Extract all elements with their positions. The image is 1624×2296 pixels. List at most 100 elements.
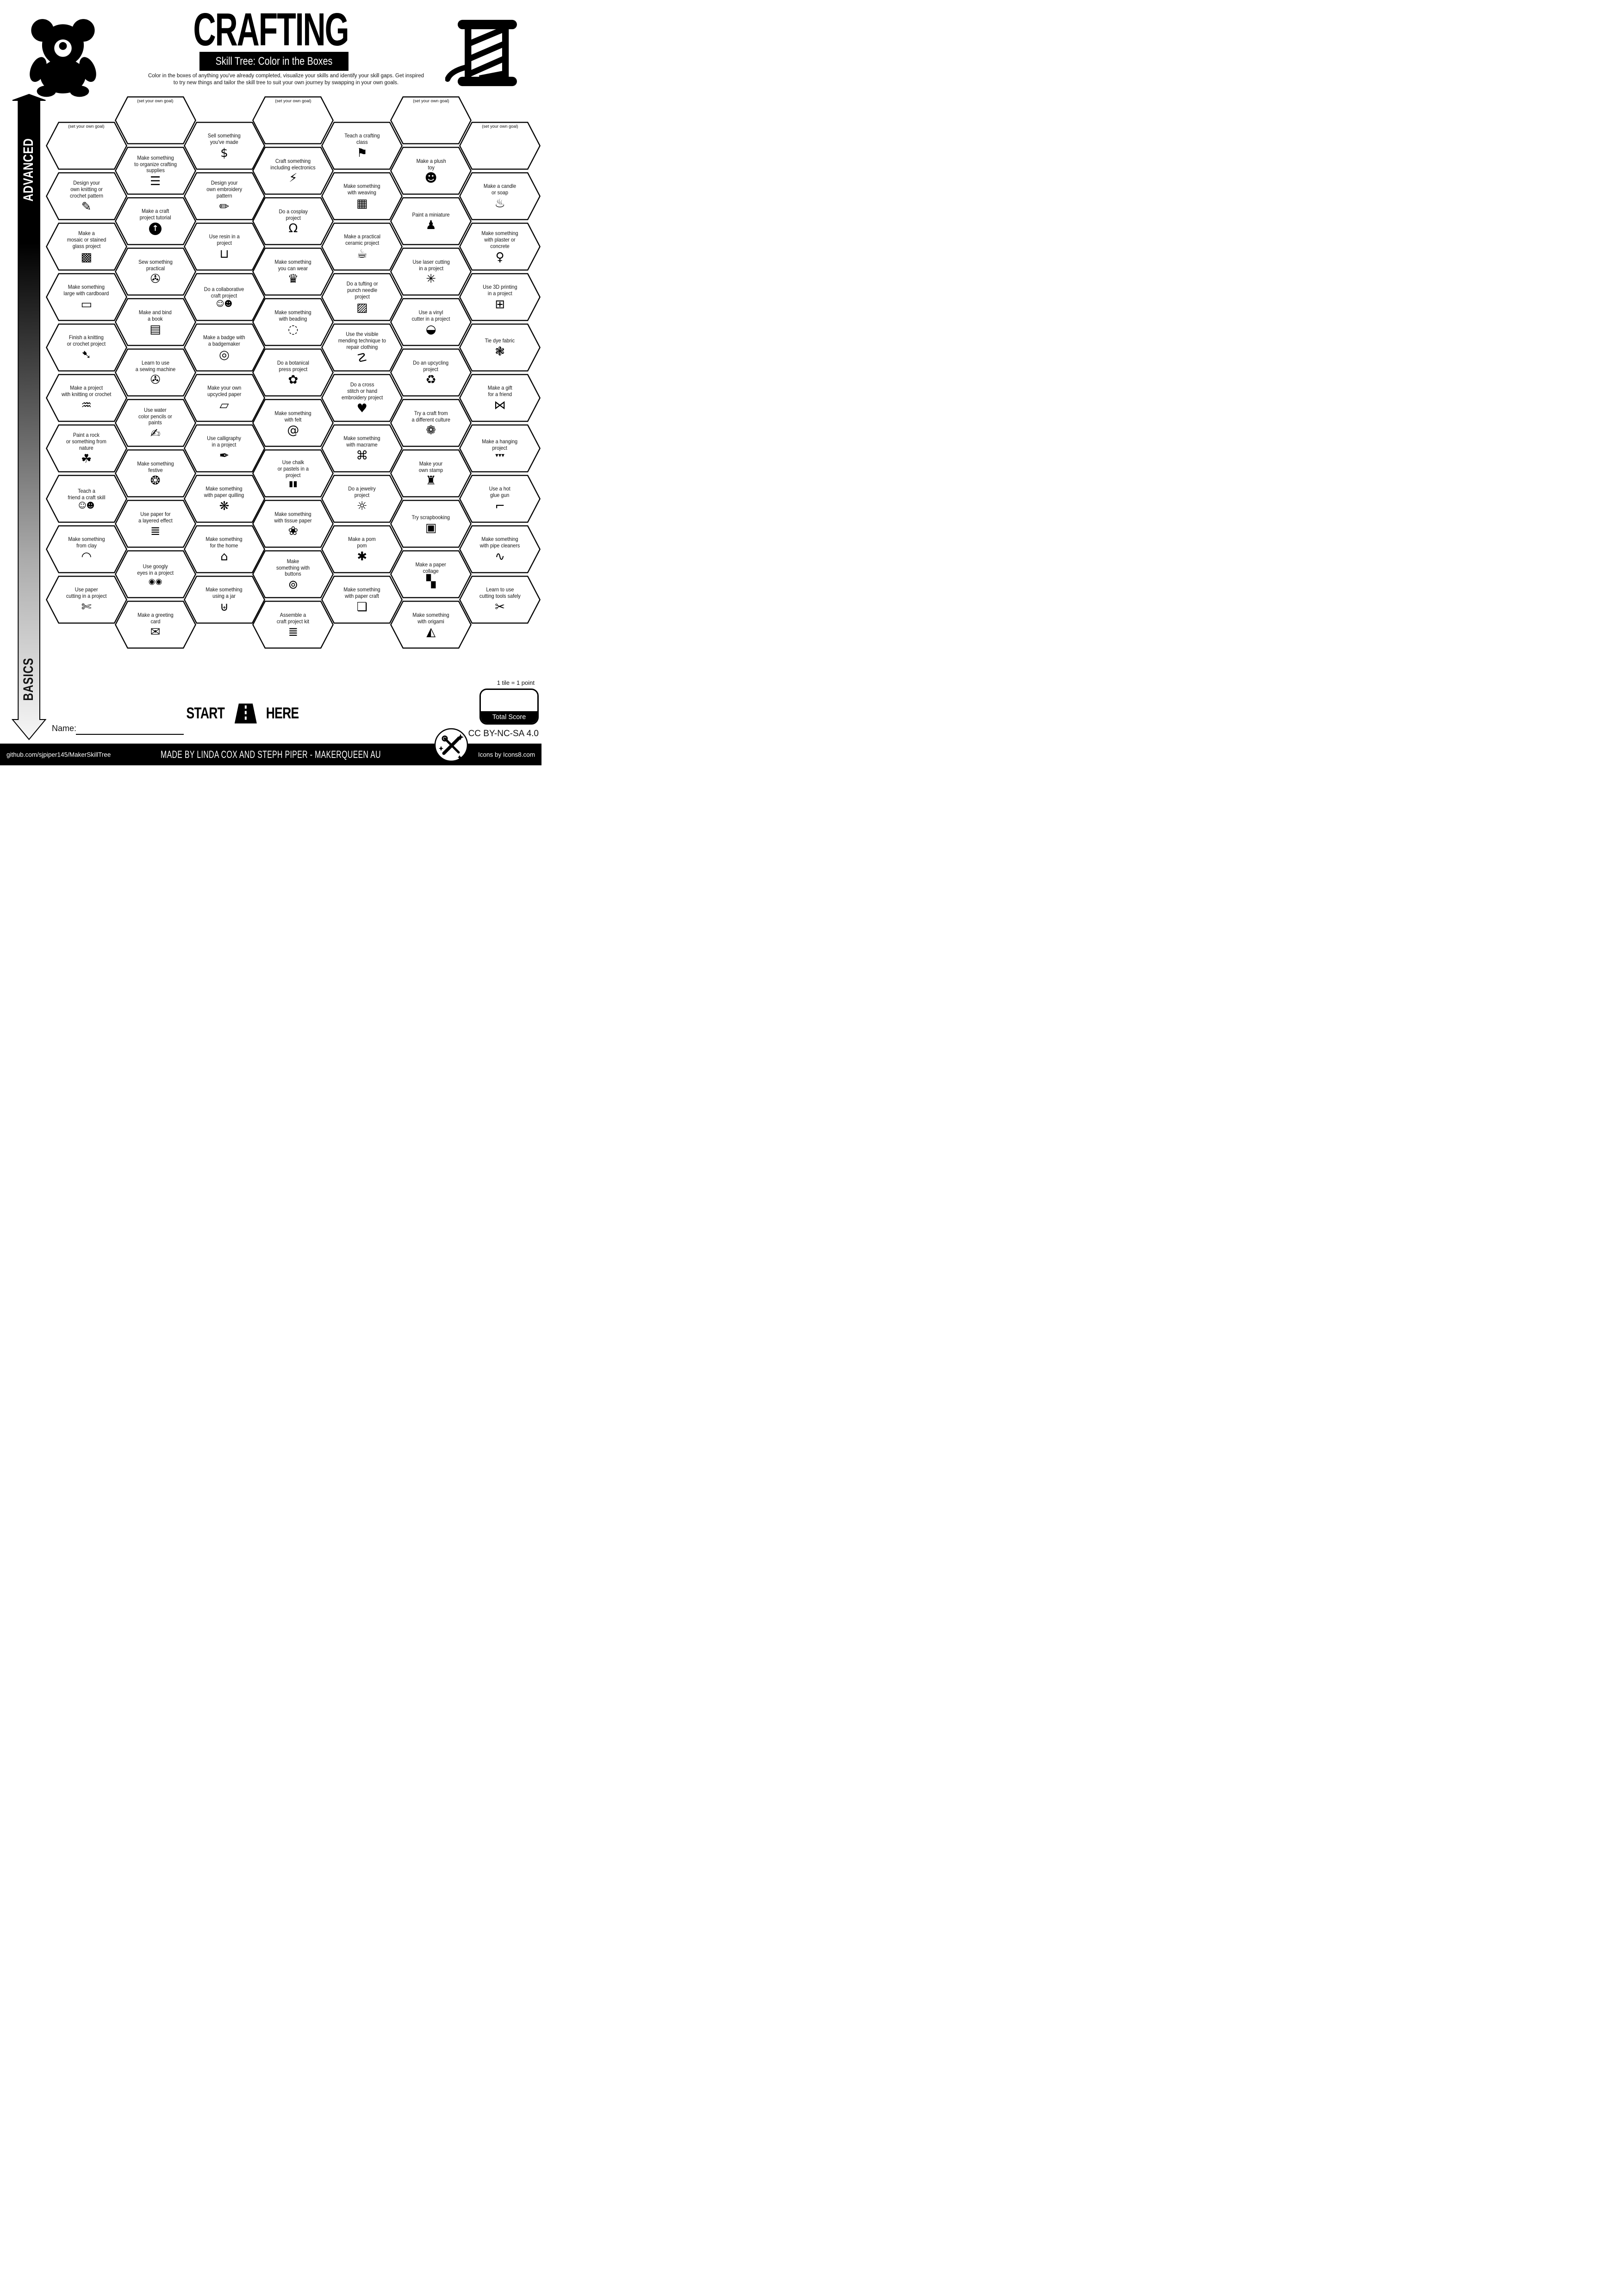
- hex-tile-set-your-own-goal[interactable]: (set your own goal): [45, 121, 127, 170]
- house-icon: ⌂: [220, 549, 228, 564]
- badge-icon: ◎: [219, 348, 230, 362]
- hex-label: Make a pom pom: [348, 536, 376, 549]
- hex-tile-make-something-with-felt[interactable]: Make something with felt @: [252, 399, 334, 447]
- hex-tile-make-something-with-beading[interactable]: Make something with beading ◌: [252, 298, 334, 346]
- hex-tile-make-something-with-paper-craft[interactable]: Make something with paper craft ❏: [321, 575, 403, 624]
- hex-label: Do a collaborative craft project: [204, 285, 244, 299]
- hex-label: Finish a knitting or crochet project: [67, 334, 106, 347]
- name-input[interactable]: [76, 734, 184, 735]
- hex-tile-try-scrapbooking[interactable]: Try scrapbooking ▣: [390, 500, 472, 548]
- hex-tile-make-a-gift-for-a-friend[interactable]: Make a gift for a friend ⋈: [459, 373, 541, 422]
- page-subtitle-banner: Skill Tree: Color in the Boxes: [199, 52, 348, 71]
- hex-tile-learn-to-use-cutting-tools-safely[interactable]: Learn to use cutting tools safely ✂: [459, 575, 541, 624]
- hex-tile-make-a-paper-collage[interactable]: Make a paper collage ▚: [390, 550, 472, 598]
- hex-tile-make-something-from-clay[interactable]: Make something from clay ◠: [45, 525, 127, 573]
- paper-craft-icon: ❏: [356, 600, 367, 614]
- hex-tile-use-chalk-or-pastels-in-a-project[interactable]: Use chalk or pastels in a project ▮▮: [252, 449, 334, 497]
- hex-tile-use-3d-printing-in-a-project[interactable]: Use 3D printing in a project ⊞: [459, 273, 541, 321]
- hex-tile-sew-something-practical[interactable]: Sew something practical ✇: [114, 248, 196, 296]
- hex-tile-use-resin-in-a-project[interactable]: Use resin in a project ⊔: [183, 222, 265, 271]
- calligraphy-pen-icon: ✒: [219, 448, 230, 463]
- craft-knife-icon: ✄: [81, 600, 92, 614]
- hex-tile-make-a-badge-with-a-badgemaker[interactable]: Make a badge with a badgemaker ◎: [183, 323, 265, 372]
- book-icon: ▤: [149, 323, 161, 337]
- hex-tile-make-something-with-pipe-cleaners[interactable]: Make something with pipe cleaners ∿: [459, 525, 541, 573]
- hex-tile-make-something-with-weaving[interactable]: Make something with weaving ▦: [321, 172, 403, 220]
- hex-tile-set-your-own-goal[interactable]: (set your own goal): [114, 96, 196, 144]
- hex-tile-make-and-bind-a-book[interactable]: Make and bind a book ▤: [114, 298, 196, 346]
- hex-tile-teach-a-friend-a-craft-skill[interactable]: Teach a friend a craft skill ☺☻: [45, 474, 127, 523]
- hex-tile-make-a-candle-or-soap[interactable]: Make a candle or soap ♨: [459, 172, 541, 220]
- hex-tile-make-something-you-can-wear[interactable]: Make something you can wear ♛: [252, 248, 334, 296]
- chalk-sticks-icon: ▮▮: [289, 479, 298, 489]
- hex-tile-tie-dye-fabric[interactable]: Tie dye fabric ❃: [459, 323, 541, 372]
- license-text: CC BY-NC-SA 4.0: [468, 729, 539, 738]
- hex-tile-make-something-with-buttons[interactable]: Make something with buttons ⊚: [252, 550, 334, 598]
- hex-tile-make-something-large-with-cardboard[interactable]: Make something large with cardboard ▭: [45, 273, 127, 321]
- hex-tile-do-a-botanical-press-project[interactable]: Do a botanical press project ✿: [252, 348, 334, 397]
- hex-tile-use-googly-eyes-in-a-project[interactable]: Use googly eyes in a project ◉◉: [114, 550, 196, 598]
- hex-label: (set your own goal): [68, 124, 105, 129]
- collaboration-icon: ☺☻: [216, 299, 233, 309]
- hex-tile-make-something-with-paper-quilling[interactable]: Make something with paper quilling ❋: [183, 474, 265, 523]
- hex-tile-assemble-a-craft-project-kit[interactable]: Assemble a craft project kit ≣: [252, 601, 334, 649]
- hex-tile-make-something-using-a-jar[interactable]: Make something using a jar ⊎: [183, 575, 265, 624]
- pom-pom-icon: ✱: [357, 549, 367, 564]
- hex-tile-do-a-jewelry-project[interactable]: Do a jewelry project ☼: [321, 474, 403, 523]
- hex-tile-make-a-practical-ceramic-project[interactable]: Make a practical ceramic project ☕: [321, 222, 403, 271]
- hex-tile-do-a-tufting-or-punch-needle-project[interactable]: Do a tufting or punch needle project ▨: [321, 273, 403, 321]
- hex-tile-design-your-own-embroidery-pattern[interactable]: Design your own embroidery pattern ✏: [183, 172, 265, 220]
- hex-tile-use-paper-cutting-in-a-project[interactable]: Use paper cutting in a project ✄: [45, 575, 127, 624]
- hex-tile-make-a-mosaic-or-stained-glass-project[interactable]: Make a mosaic or stained glass project ▩: [45, 222, 127, 271]
- hex-tile-make-your-own-upcycled-paper[interactable]: Make your own upcycled paper ▱: [183, 373, 265, 422]
- knitting-icon: ♒: [81, 398, 92, 412]
- hex-tile-do-a-collaborative-craft-project[interactable]: Do a collaborative craft project ☺☻: [183, 273, 265, 321]
- hex-tile-sell-something-you-ve-made[interactable]: Sell something you've made $: [183, 121, 265, 170]
- hex-tile-make-something-with-plaster-or-concrete[interactable]: Make something with plaster or concrete ♀: [459, 222, 541, 271]
- hex-tile-make-a-project-with-knitting-or-crochet[interactable]: Make a project with knitting or crochet ♒: [45, 373, 127, 422]
- hex-tile-use-calligraphy-in-a-project[interactable]: Use calligraphy in a project ✒: [183, 424, 265, 472]
- cardboard-icon: ▭: [81, 297, 92, 311]
- hex-tile-make-a-greeting-card[interactable]: Make a greeting card ✉: [114, 601, 196, 649]
- hex-tile-make-something-to-organize-crafting-supplies[interactable]: Make something to organize crafting suppli…: [114, 147, 196, 195]
- hex-tile-do-an-upcycling-project[interactable]: Do an upcycling project ♻: [390, 348, 472, 397]
- hex-tile-do-a-cosplay-project[interactable]: Do a cosplay project Ω: [252, 197, 334, 245]
- hex-tile-use-the-visible-mending-technique-to-repair-clothing[interactable]: Use the visible mending technique to repai…: [321, 323, 403, 372]
- statue-icon: ♀: [495, 250, 504, 264]
- hex-tile-use-water-color-pencils-or-paints[interactable]: Use water color pencils or paints ✍: [114, 399, 196, 447]
- paper-scroll-icon: ▱: [219, 398, 229, 412]
- hex-tile-learn-to-use-a-sewing-machine[interactable]: Learn to use a sewing machine ✇: [114, 348, 196, 397]
- hex-tile-set-your-own-goal[interactable]: (set your own goal): [252, 96, 334, 144]
- hex-tile-teach-a-crafting-class[interactable]: Teach a crafting class ⚑: [321, 121, 403, 170]
- hex-tile-make-a-craft-project-tutorial[interactable]: Make a craft project tutorial ↑: [114, 197, 196, 245]
- hex-tile-set-your-own-goal[interactable]: (set your own goal): [459, 121, 541, 170]
- hex-tile-make-something-for-the-home[interactable]: Make something for the home ⌂: [183, 525, 265, 573]
- hex-tile-finish-a-knitting-or-crochet-project[interactable]: Finish a knitting or crochet project ➷: [45, 323, 127, 372]
- candle-icon: ♨: [494, 196, 505, 211]
- hex-label: Make a candle or soap: [483, 183, 516, 196]
- hex-tile-make-something-with-tissue-paper[interactable]: Make something with tissue paper ❀: [252, 500, 334, 548]
- bunting-icon: ▾▾▾: [495, 452, 504, 459]
- mosaic-icon: ▩: [81, 250, 92, 264]
- footer-repo-url: github.com/sjpiper145/MakerSkillTree: [6, 751, 111, 758]
- hex-tile-use-a-hot-glue-gun[interactable]: Use a hot glue gun ⌐: [459, 474, 541, 523]
- hex-tile-make-a-pom-pom[interactable]: Make a pom pom ✱: [321, 525, 403, 573]
- total-score-input[interactable]: [481, 690, 537, 711]
- hex-tile-use-paper-for-a-layered-effect[interactable]: Use paper for a layered effect ≣: [114, 500, 196, 548]
- hex-tile-make-your-own-stamp[interactable]: Make your own stamp ♜: [390, 449, 472, 497]
- hex-tile-make-something-with-macrame[interactable]: Make something with macrame ⌘: [321, 424, 403, 472]
- hex-tile-make-a-hanging-project[interactable]: Make a hanging project ▾▾▾: [459, 424, 541, 472]
- hex-tile-paint-a-miniature[interactable]: Paint a miniature ♟: [390, 197, 472, 245]
- hex-tile-use-a-vinyl-cutter-in-a-project[interactable]: Use a vinyl cutter in a project ◒: [390, 298, 472, 346]
- hex-tile-craft-something-including-electronics[interactable]: Craft something including electronics ⚡: [252, 147, 334, 195]
- hex-tile-set-your-own-goal[interactable]: (set your own goal): [390, 96, 472, 144]
- hex-tile-design-your-own-knitting-or-crochet-pattern[interactable]: Design your own knitting or crochet patter…: [45, 172, 127, 220]
- hex-tile-paint-a-rock-or-something-from-nature[interactable]: Paint a rock or something from nature ☘: [45, 424, 127, 472]
- hex-tile-make-something-with-origami[interactable]: Make something with origami ◭: [390, 601, 472, 649]
- hex-tile-make-a-plush-toy[interactable]: Make a plush toy ☻: [390, 147, 472, 195]
- hex-tile-use-laser-cutting-in-a-project[interactable]: Use laser cutting in a project ✳: [390, 248, 472, 296]
- hex-tile-try-a-craft-from-a-different-culture[interactable]: Try a craft from a different culture ❁: [390, 399, 472, 447]
- hex-tile-make-something-festive[interactable]: Make something festive ❂: [114, 449, 196, 497]
- hex-label: Use water color pencils or paints: [138, 406, 172, 426]
- hex-tile-do-a-cross-stitch-or-hand-embroidery-project[interactable]: Do a cross stitch or hand embroidery proje…: [321, 373, 403, 422]
